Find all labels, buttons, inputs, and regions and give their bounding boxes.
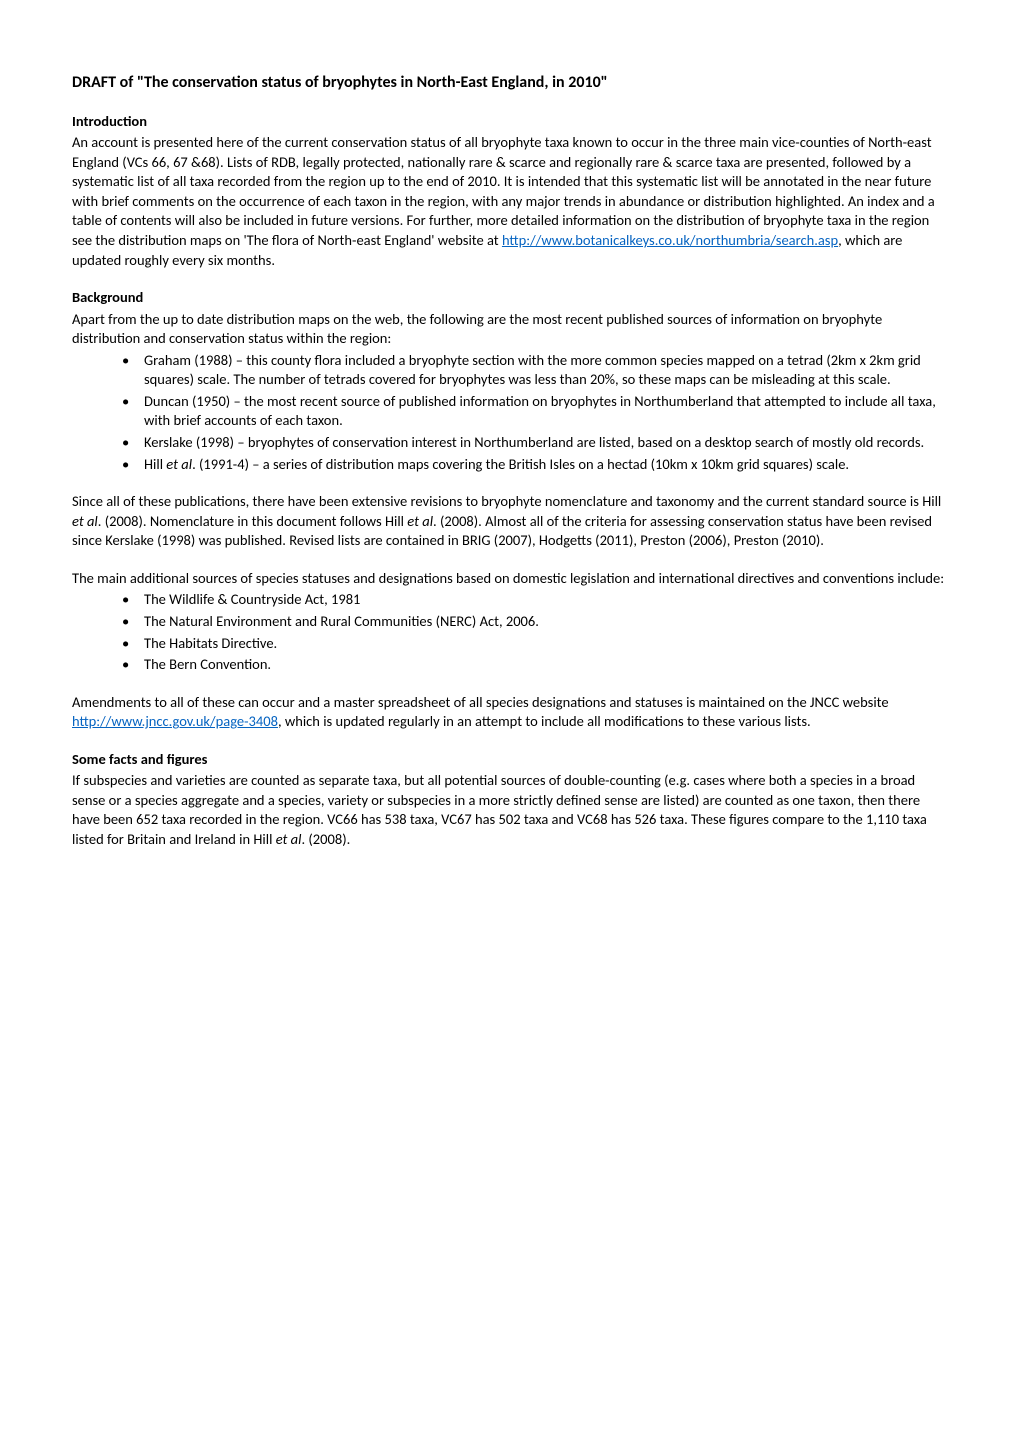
introduction-paragraph: An account is presented here of the curr… [72,133,948,270]
facts-text-b: . (2008). [301,830,350,848]
introduction-heading: Introduction [72,112,948,132]
background-heading: Background [72,288,948,308]
facts-em: et al [276,830,302,848]
p4-text-a: Amendments to all of these can occur and… [72,693,889,711]
p2-em2: et al [407,512,433,530]
list-item: The Habitats Directive. [122,634,948,654]
jncc-link[interactable]: http://www.jncc.gov.uk/page-3408 [72,712,278,730]
introduction-section: Introduction An account is presented her… [72,112,948,271]
list-item: The Wildlife & Countryside Act, 1981 [122,590,948,610]
facts-section: Some facts and figures If subspecies and… [72,750,948,850]
background-para-2: Since all of these publications, there h… [72,492,948,551]
facts-text-a: If subspecies and varieties are counted … [72,771,927,848]
background-para-4: Amendments to all of these can occur and… [72,693,948,732]
background-bullet-list-1: Graham (1988) – this county flora includ… [72,351,948,474]
p2-text-b: . (2008). Nomenclature in this document … [98,512,408,530]
p4-text-b: , which is updated regularly in an attem… [278,712,811,730]
background-section: Background Apart from the up to date dis… [72,288,948,732]
list-item: Duncan (1950) – the most recent source o… [122,392,948,431]
facts-paragraph: If subspecies and varieties are counted … [72,771,948,849]
facts-heading: Some facts and figures [72,750,948,770]
p2-em1: et al [72,512,98,530]
list-item: Graham (1988) – this county flora includ… [122,351,948,390]
p2-text-a: Since all of these publications, there h… [72,492,941,510]
background-para-1: Apart from the up to date distribution m… [72,310,948,349]
list-item: Hill et al. (1991-4) – a series of distr… [122,455,948,475]
bullet4-text-a: Hill [144,455,166,473]
list-item: The Bern Convention. [122,655,948,675]
page-title: DRAFT of "The conservation status of bry… [72,72,948,94]
list-item: Kerslake (1998) – bryophytes of conserva… [122,433,948,453]
background-para-3: The main additional sources of species s… [72,569,948,589]
bullet4-text-b: . (1991-4) – a series of distribution ma… [192,455,849,473]
bullet4-em: et al [166,455,192,473]
botanicalkeys-link[interactable]: http://www.botanicalkeys.co.uk/northumbr… [502,231,838,249]
list-item: The Natural Environment and Rural Commun… [122,612,948,632]
background-bullet-list-2: The Wildlife & Countryside Act, 1981 The… [72,590,948,674]
